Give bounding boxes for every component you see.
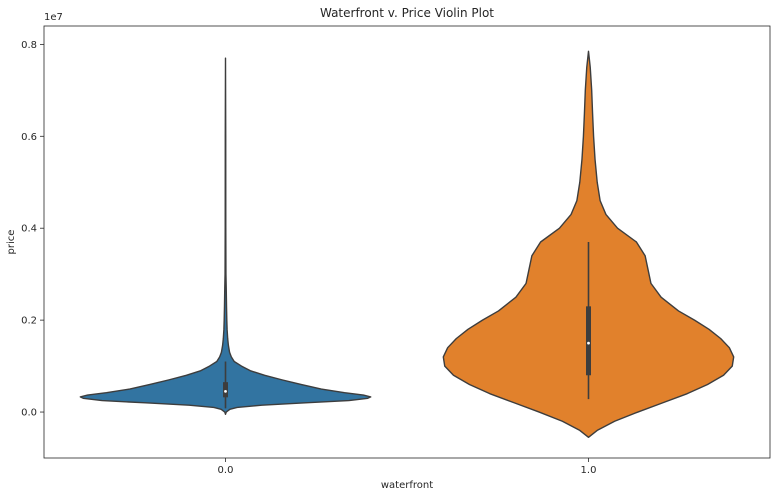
y-tick-label: 0.6: [21, 132, 37, 143]
x-axis-label: waterfront: [381, 480, 433, 491]
x-tick-label: 1.0: [581, 465, 597, 476]
y-tick-label: 0.8: [21, 40, 37, 51]
plot-frame: [43, 25, 771, 459]
y-tick-label: 0.0: [21, 408, 37, 419]
y-tick-label: 0.4: [21, 224, 37, 235]
y-offset-label: 1e7: [44, 12, 63, 23]
y-axis-label: price: [6, 230, 17, 255]
y-tick-label: 0.2: [21, 316, 37, 327]
violin-body-0.0: [79, 57, 372, 416]
median-point-0.0: [224, 389, 227, 393]
chart-title: Waterfront v. Price Violin Plot: [320, 6, 494, 20]
x-tick-label: 0.0: [218, 465, 234, 476]
iqr-box-1.0: [586, 306, 591, 376]
median-point-1.0: [587, 341, 590, 345]
iqr-box-0.0: [223, 382, 228, 398]
